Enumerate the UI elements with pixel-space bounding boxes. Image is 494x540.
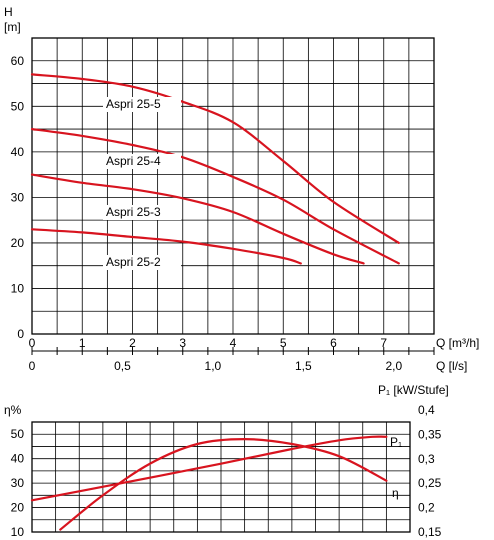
eff-y-tick-label: 30 — [11, 476, 25, 490]
curve-aspri-25-5 — [30, 73, 400, 244]
x-tick-label-primary: 4 — [230, 336, 237, 350]
series-label-bg — [103, 205, 181, 220]
y-tick-label: 10 — [11, 281, 25, 295]
y-axis-label: H — [4, 5, 13, 19]
curve-aspri-25-3 — [30, 173, 365, 265]
y-tick-label: 30 — [11, 190, 25, 204]
x-axis-label-primary: Q [m³/h] — [436, 336, 479, 350]
x-tick-label-primary: 0 — [29, 336, 36, 350]
curve-aspri-25-2 — [30, 228, 302, 265]
x-tick-label-secondary: 0 — [29, 359, 36, 373]
power-y-tick-label: 0,25 — [418, 476, 442, 490]
efficiency-curve-label: η — [392, 486, 399, 500]
power-y-tick-label: 0,4 — [418, 403, 435, 417]
eff-y-axis-label: η% — [4, 403, 22, 417]
power-curve-label: P₁ — [390, 435, 402, 449]
eff-y-tick-label: 50 — [11, 427, 25, 441]
x-axis-label-secondary: Q [l/s] — [436, 359, 467, 373]
y-tick-label: 50 — [11, 99, 25, 113]
power-curve — [30, 435, 388, 502]
x-tick-label-primary: 6 — [330, 336, 337, 350]
series-label-aspri-25-4: Aspri 25-4 — [106, 154, 161, 168]
plot-border — [31, 421, 411, 533]
series-label-aspri-25-2: Aspri 25-2 — [106, 255, 161, 269]
curve-aspri-25-4 — [30, 128, 400, 265]
y-tick-label: 0 — [17, 327, 24, 341]
x-tick-label-secondary: 1,5 — [295, 359, 312, 373]
x-tick-label-secondary: 1,0 — [205, 359, 222, 373]
x-tick-label-primary: 3 — [179, 336, 186, 350]
series-label-bg — [103, 255, 181, 270]
power-y-axis-label: P₁ [kW/Stufe] — [378, 383, 449, 397]
efficiency-curve — [59, 437, 388, 531]
eff-y-tick-label: 40 — [11, 452, 25, 466]
series-label-bg — [103, 154, 181, 169]
series-label-aspri-25-3: Aspri 25-3 — [106, 205, 161, 219]
x-tick-label-primary: 1 — [79, 336, 86, 350]
y-tick-label: 60 — [11, 54, 25, 68]
head-chart-frame — [31, 37, 435, 335]
eff-y-tick-label: 20 — [11, 501, 25, 515]
x-tick-label-secondary: 0,5 — [114, 359, 131, 373]
power-y-tick-label: 0,2 — [418, 501, 435, 515]
y-tick-label: 40 — [11, 145, 25, 159]
x-tick-label-primary: 7 — [380, 336, 387, 350]
x-tick-label-secondary: 2,0 — [385, 359, 402, 373]
plot-border — [31, 37, 435, 335]
power-y-tick-label: 0,35 — [418, 427, 442, 441]
y-tick-label: 20 — [11, 236, 25, 250]
power-y-tick-label: 0,15 — [418, 525, 442, 539]
series-label-bg — [103, 97, 181, 112]
power-y-tick-label: 0,3 — [418, 452, 435, 466]
x-tick-label-primary: 2 — [129, 336, 136, 350]
x-tick-label-primary: 5 — [280, 336, 287, 350]
series-label-aspri-25-5: Aspri 25-5 — [106, 97, 161, 111]
eff-y-tick-label: 10 — [11, 525, 25, 539]
y-axis-unit: [m] — [4, 20, 21, 34]
